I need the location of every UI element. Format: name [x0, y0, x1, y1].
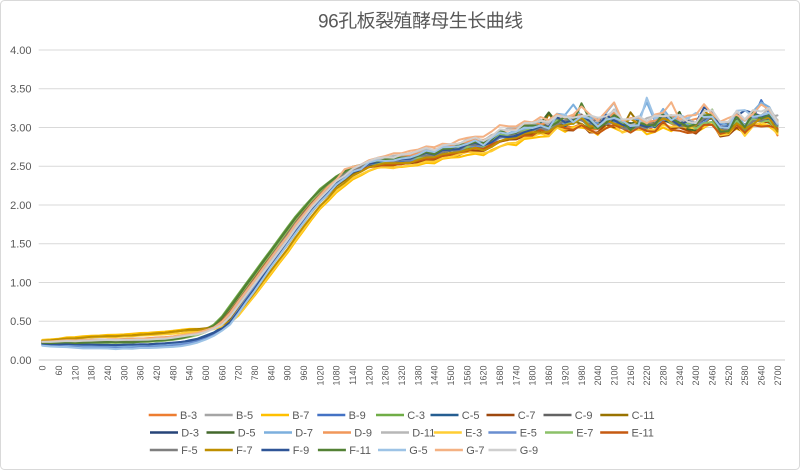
svg-text:840: 840	[266, 366, 276, 381]
svg-text:2.00: 2.00	[10, 200, 31, 212]
svg-text:D-7: D-7	[295, 427, 313, 439]
svg-text:E-11: E-11	[632, 427, 654, 439]
svg-text:1200: 1200	[364, 366, 374, 386]
svg-text:B-7: B-7	[292, 410, 309, 422]
svg-text:720: 720	[234, 366, 244, 381]
svg-text:60: 60	[54, 366, 64, 376]
svg-text:1380: 1380	[413, 366, 423, 386]
svg-text:1620: 1620	[479, 366, 489, 386]
svg-text:420: 420	[152, 366, 162, 381]
svg-text:1800: 1800	[528, 366, 538, 386]
svg-text:G-7: G-7	[466, 445, 484, 457]
svg-text:1680: 1680	[495, 366, 505, 386]
svg-text:300: 300	[119, 366, 129, 381]
svg-text:F-11: F-11	[349, 445, 371, 457]
svg-text:2520: 2520	[724, 366, 734, 386]
svg-text:2700: 2700	[773, 366, 783, 386]
svg-text:E-5: E-5	[520, 427, 537, 439]
svg-text:900: 900	[283, 366, 293, 381]
svg-text:960: 960	[299, 366, 309, 381]
svg-text:0.50: 0.50	[10, 316, 31, 328]
svg-text:3.00: 3.00	[10, 122, 31, 134]
svg-text:660: 660	[217, 366, 227, 381]
svg-text:1440: 1440	[430, 366, 440, 386]
svg-text:1140: 1140	[348, 366, 358, 385]
svg-text:C-3: C-3	[407, 410, 425, 422]
svg-text:1500: 1500	[446, 366, 456, 386]
svg-text:1320: 1320	[397, 366, 407, 386]
svg-text:480: 480	[168, 366, 178, 381]
svg-text:1740: 1740	[511, 366, 521, 386]
svg-text:2280: 2280	[658, 366, 668, 386]
svg-text:F-7: F-7	[236, 445, 253, 457]
svg-text:2340: 2340	[675, 366, 685, 386]
svg-text:0: 0	[38, 366, 48, 371]
svg-text:C-5: C-5	[462, 410, 480, 422]
svg-text:B-9: B-9	[349, 410, 366, 422]
svg-text:1.50: 1.50	[10, 239, 31, 251]
svg-text:2100: 2100	[609, 366, 619, 386]
svg-text:2220: 2220	[642, 366, 652, 386]
svg-text:780: 780	[250, 366, 260, 381]
svg-text:F-9: F-9	[293, 445, 310, 457]
svg-text:4.00: 4.00	[10, 45, 31, 57]
svg-text:C-11: C-11	[632, 410, 655, 422]
svg-text:1260: 1260	[381, 366, 391, 386]
svg-text:D-5: D-5	[238, 427, 256, 439]
svg-text:1.00: 1.00	[10, 277, 31, 289]
svg-text:E-3: E-3	[465, 427, 482, 439]
svg-text:1020: 1020	[315, 366, 325, 386]
svg-text:2400: 2400	[691, 366, 701, 386]
svg-text:B-5: B-5	[236, 410, 253, 422]
svg-text:D-3: D-3	[181, 427, 199, 439]
svg-text:2460: 2460	[708, 366, 718, 386]
svg-text:C-9: C-9	[575, 410, 593, 422]
svg-text:1860: 1860	[544, 366, 554, 386]
svg-text:96: 96	[318, 11, 338, 32]
svg-text:1080: 1080	[332, 366, 342, 386]
svg-text:F-5: F-5	[181, 445, 198, 457]
svg-text:1560: 1560	[462, 366, 472, 386]
svg-text:540: 540	[185, 366, 195, 381]
svg-text:2.50: 2.50	[10, 161, 31, 173]
svg-text:360: 360	[136, 366, 146, 381]
svg-text:D-11: D-11	[412, 427, 435, 439]
svg-text:0.00: 0.00	[10, 355, 31, 367]
svg-text:600: 600	[201, 366, 211, 381]
svg-text:G-9: G-9	[520, 445, 538, 457]
svg-text:B-3: B-3	[180, 410, 197, 422]
svg-text:2160: 2160	[626, 366, 636, 386]
svg-text:C-7: C-7	[518, 410, 536, 422]
svg-text:E-7: E-7	[576, 427, 593, 439]
svg-text:2640: 2640	[757, 366, 767, 386]
svg-text:D-9: D-9	[354, 427, 372, 439]
svg-text:1980: 1980	[577, 366, 587, 386]
svg-text:240: 240	[103, 366, 113, 381]
svg-text:2580: 2580	[740, 366, 750, 386]
svg-text:1920: 1920	[560, 366, 570, 386]
svg-text:180: 180	[87, 366, 97, 381]
svg-text:3.50: 3.50	[10, 84, 31, 96]
svg-text:2040: 2040	[593, 366, 603, 386]
svg-text:120: 120	[70, 366, 80, 381]
svg-text:G-5: G-5	[409, 445, 427, 457]
